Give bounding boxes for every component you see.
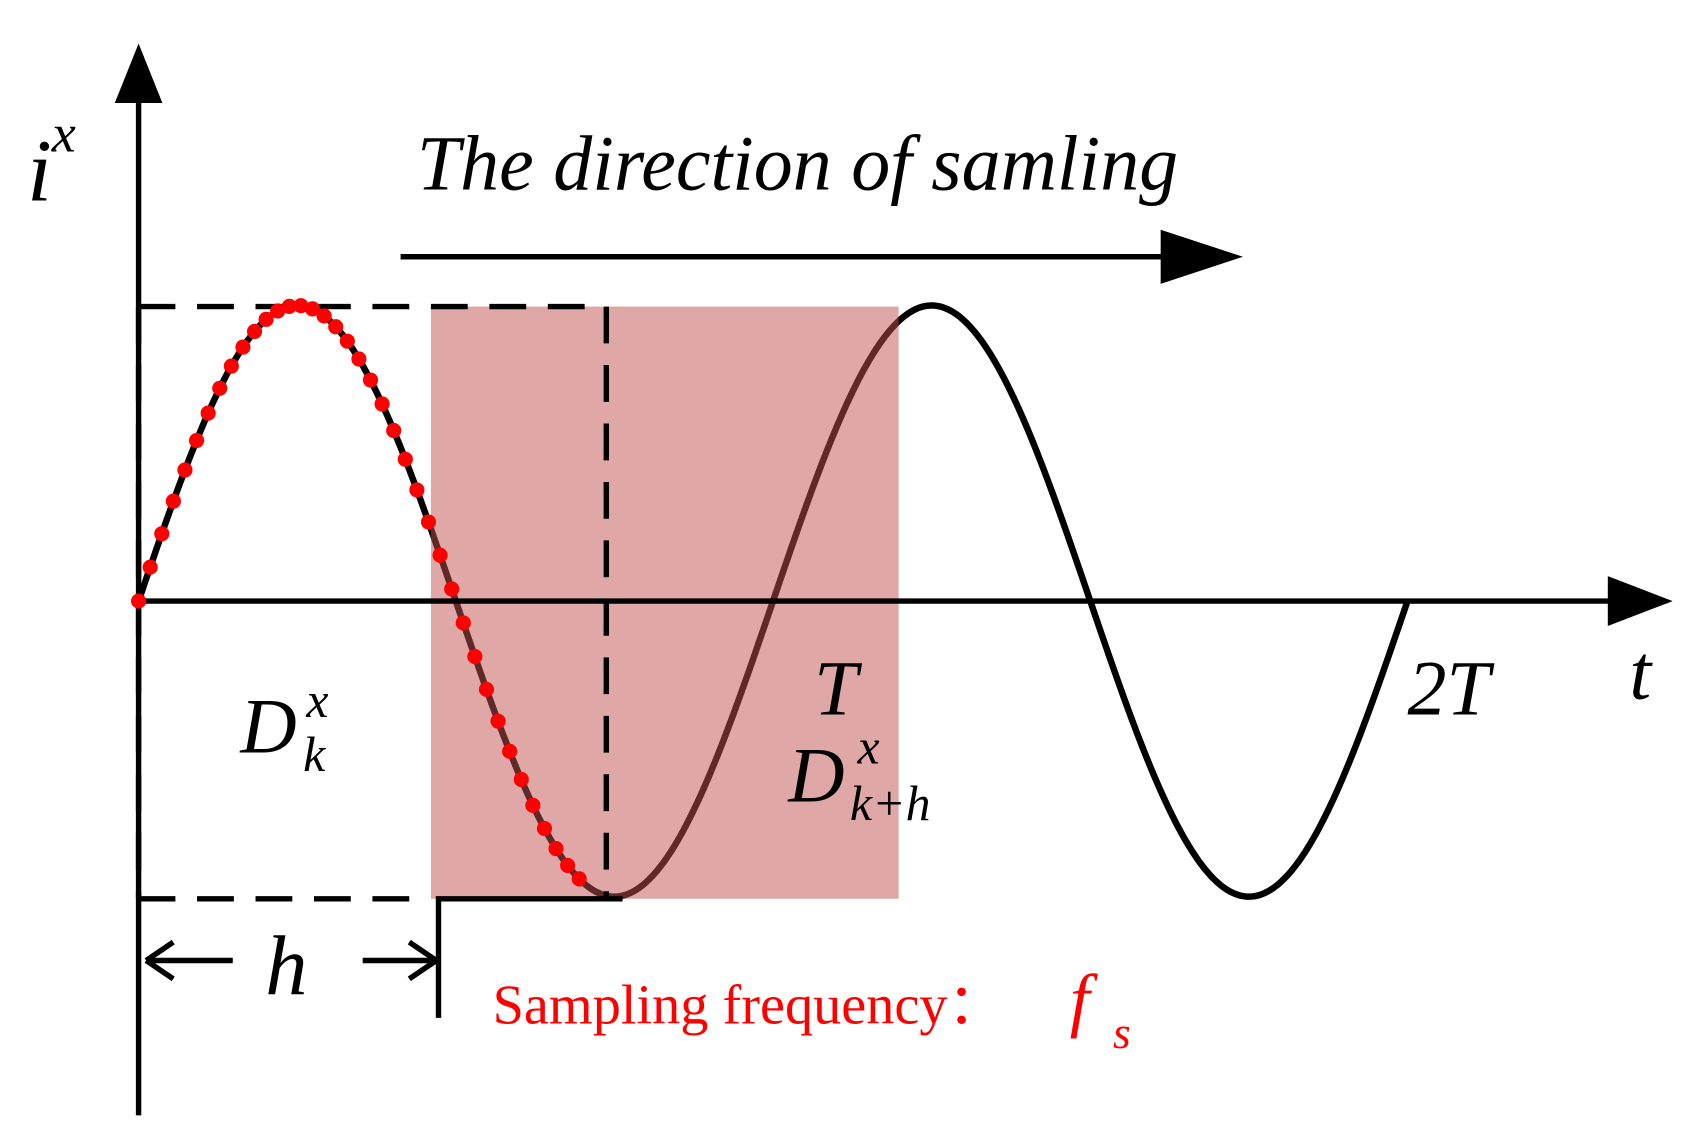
direction-label: The direction of samling [417, 121, 1178, 207]
sample-dot [536, 820, 553, 837]
sample-dot [177, 462, 193, 478]
step-guide [435, 896, 623, 1018]
sample-dot [339, 333, 355, 349]
sample-dot [409, 482, 425, 498]
sample-dot [525, 797, 541, 813]
sample-dot [154, 526, 170, 542]
sampling-symbol: f [1070, 960, 1099, 1039]
sample-dot [212, 380, 228, 396]
sample-dot [397, 451, 413, 467]
sample-dot [513, 771, 529, 788]
sample-points [131, 298, 587, 887]
sample-dot [444, 581, 460, 597]
sample-dot [304, 301, 321, 317]
sample-dot [293, 298, 309, 314]
period-label: T [814, 646, 862, 732]
sample-dot [502, 743, 518, 759]
h-left-head [144, 939, 175, 982]
sample-dot [165, 493, 181, 509]
sample-dot [142, 559, 158, 575]
sample-dot [351, 351, 367, 367]
sample-dot [188, 432, 205, 449]
step-label: h [265, 920, 307, 1013]
sample-dot [455, 615, 471, 631]
sample-dot [548, 841, 564, 857]
sampling-sub: s [1113, 1007, 1131, 1058]
y-label-base: i [27, 122, 52, 220]
ws-base: D [239, 684, 296, 770]
sampling-text: Sampling frequency： [493, 974, 1004, 1036]
sample-dot [362, 372, 379, 388]
wn-sub: k+h [850, 776, 931, 831]
sample-dot [420, 514, 437, 530]
h-right-head [407, 939, 438, 982]
sample-dot [200, 405, 216, 421]
axes [114, 43, 1673, 1116]
wn-base: D [787, 732, 844, 818]
y-label: ix [27, 104, 76, 221]
sample-dot [478, 681, 495, 698]
sample-dot [246, 323, 263, 340]
sample-dot [223, 358, 239, 374]
sample-dot [131, 593, 147, 609]
ws-sup: x [305, 673, 328, 728]
wn-sup: x [856, 719, 879, 774]
sample-dot [258, 311, 274, 327]
direction-arrow [1160, 229, 1243, 284]
sampling-label: Sampling frequency： f s [493, 960, 1131, 1058]
y-label-sup: x [51, 104, 76, 164]
sample-dot [571, 871, 587, 887]
sample-dot [386, 422, 402, 439]
sample-dot [281, 298, 297, 314]
sample-dot [374, 396, 390, 412]
sample-dot [270, 303, 286, 319]
sample-dot [560, 857, 576, 874]
sample-dot [467, 648, 483, 665]
sample-dot [490, 713, 506, 729]
sample-dot [235, 339, 251, 355]
y-arrow [114, 43, 163, 104]
sample-dot [328, 319, 344, 335]
double-period-label: 2T [1408, 646, 1495, 732]
x-label: t [1629, 630, 1653, 716]
sample-dot [316, 308, 332, 324]
sample-dot [432, 547, 448, 563]
x-arrow [1607, 576, 1673, 626]
ws-sub: k [303, 727, 326, 782]
